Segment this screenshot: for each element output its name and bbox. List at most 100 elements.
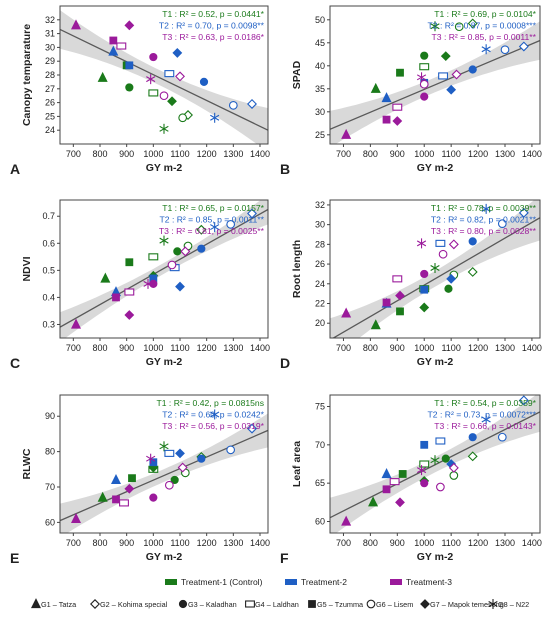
legend-genotype-7: G7 – Mapok temeseng bbox=[420, 599, 504, 609]
diamond-open-mark bbox=[247, 208, 257, 219]
x-tick-label: 700 bbox=[66, 149, 81, 159]
legend-label: G1 – Tatza bbox=[41, 600, 77, 609]
point-t1-g8 bbox=[159, 441, 169, 452]
y-tick-label: 35 bbox=[315, 84, 325, 94]
x-tick-label: 800 bbox=[92, 538, 107, 548]
y-tick-label: 50 bbox=[315, 15, 325, 25]
triangle-mark bbox=[100, 272, 111, 283]
point-t2-g1 bbox=[381, 92, 392, 103]
point-t1-g7 bbox=[419, 302, 430, 313]
point-t3-g5 bbox=[382, 298, 391, 307]
point-t2-g7 bbox=[175, 281, 185, 292]
series-t3 bbox=[70, 246, 191, 329]
stat-t2: T2 : R² = 0.73, p = 0.0072*** bbox=[428, 410, 537, 420]
diamond-open-mark bbox=[247, 99, 257, 109]
circle-open-mark bbox=[366, 599, 376, 609]
x-tick-label: 1000 bbox=[414, 149, 434, 159]
point-t2-g1 bbox=[381, 468, 392, 479]
square-open-mark bbox=[435, 437, 446, 445]
regression-line bbox=[60, 429, 268, 522]
x-tick-label: 900 bbox=[119, 343, 134, 353]
star-stroke bbox=[416, 74, 427, 81]
circle-open-mark bbox=[159, 91, 169, 101]
y-tick-label: 32 bbox=[45, 15, 55, 25]
point-t3-g8 bbox=[416, 465, 427, 476]
series-t2 bbox=[110, 409, 257, 485]
y-tick-label: 60 bbox=[315, 517, 325, 527]
diamond-mark bbox=[124, 483, 135, 494]
point-t1-g5 bbox=[125, 258, 134, 267]
panel-letter: F bbox=[280, 550, 289, 566]
circle-mark bbox=[149, 52, 158, 62]
y-tick-label: 26 bbox=[315, 259, 325, 269]
point-t1-g2 bbox=[467, 451, 478, 462]
point-t2-g8 bbox=[210, 112, 220, 123]
stat-t3: T3 : R² = 0.63, p = 0.0186* bbox=[162, 32, 264, 42]
point-t1-g8 bbox=[159, 123, 169, 134]
triangle-mark bbox=[381, 468, 392, 479]
point-t3-g3 bbox=[420, 479, 429, 488]
plot-frame bbox=[59, 394, 269, 534]
panel-e: 700 800 900 1000 1100 1200 1300 1400 60 70 80 90 GY … bbox=[10, 394, 270, 566]
point-t2-g5 bbox=[125, 61, 134, 70]
legend-genotype-5: G5 – Tzumma bbox=[308, 600, 364, 609]
x-tick-label: 1300 bbox=[495, 149, 515, 159]
diamond-mark bbox=[440, 51, 451, 62]
x-tick-label: 1400 bbox=[250, 149, 270, 159]
x-axis-label: GY m-2 bbox=[417, 162, 454, 174]
point-t3-g6 bbox=[159, 91, 169, 101]
point-t3-g2 bbox=[451, 69, 462, 80]
triangle-mark bbox=[341, 307, 352, 318]
x-tick-label: 700 bbox=[336, 149, 351, 159]
point-t3-g4 bbox=[392, 275, 403, 283]
diamond-mark bbox=[395, 290, 405, 301]
x-tick-label: 1300 bbox=[223, 343, 243, 353]
triangle-mark bbox=[108, 45, 119, 56]
point-t1-g1 bbox=[97, 71, 108, 82]
point-t3-g7 bbox=[124, 310, 135, 320]
circle-open-mark bbox=[436, 482, 445, 492]
point-t3-g6 bbox=[438, 249, 448, 259]
y-tick-label: 25 bbox=[315, 130, 325, 140]
x-tick-label: 800 bbox=[363, 343, 378, 353]
stat-t1: T1 : R² = 0.78, p = 0.0039** bbox=[431, 203, 537, 213]
square-mark bbox=[382, 298, 391, 307]
y-axis-label: SPAD bbox=[291, 60, 303, 89]
point-t2-g5 bbox=[420, 285, 429, 294]
y-tick-label: 65 bbox=[315, 478, 325, 488]
point-t2-g8 bbox=[481, 203, 491, 214]
circle-mark bbox=[420, 51, 429, 60]
legend-genotype-8: G8 – N22 bbox=[488, 599, 529, 609]
y-tick-label: 20 bbox=[315, 318, 325, 328]
point-t3-g1 bbox=[70, 318, 82, 329]
circle-mark bbox=[420, 269, 429, 279]
square-open-mark bbox=[148, 89, 159, 97]
x-axis-label: GY m-2 bbox=[146, 356, 183, 368]
point-t1-g1 bbox=[370, 319, 381, 330]
confidence-band bbox=[330, 200, 540, 338]
square-mark bbox=[398, 470, 407, 478]
series-t1 bbox=[370, 18, 478, 93]
legend-marker bbox=[420, 599, 430, 609]
y-tick-label: 30 bbox=[45, 42, 55, 52]
star-stroke bbox=[416, 467, 427, 474]
point-t3-g3 bbox=[420, 92, 429, 101]
circle-mark bbox=[197, 244, 206, 253]
square-open-mark bbox=[124, 288, 135, 296]
y-axis-label: Leaf area bbox=[291, 441, 303, 487]
square-open-mark bbox=[419, 460, 430, 468]
point-t2-g4 bbox=[438, 72, 449, 80]
point-t2-g2 bbox=[518, 41, 529, 52]
y-tick-label: 40 bbox=[315, 61, 325, 71]
point-t3-g3 bbox=[149, 52, 158, 62]
point-t2-g4 bbox=[164, 449, 175, 457]
point-t3-g5 bbox=[112, 293, 120, 302]
square-mark bbox=[128, 474, 136, 483]
stat-t1: T1 : R² = 0.65, p = 0.0157* bbox=[162, 203, 264, 213]
point-t2-g7 bbox=[175, 448, 185, 459]
y-tick-label: 28 bbox=[45, 70, 55, 80]
x-tick-label: 700 bbox=[66, 343, 81, 353]
point-t3-g5 bbox=[382, 485, 391, 494]
confidence-band bbox=[60, 10, 268, 144]
star-stroke bbox=[430, 23, 440, 30]
